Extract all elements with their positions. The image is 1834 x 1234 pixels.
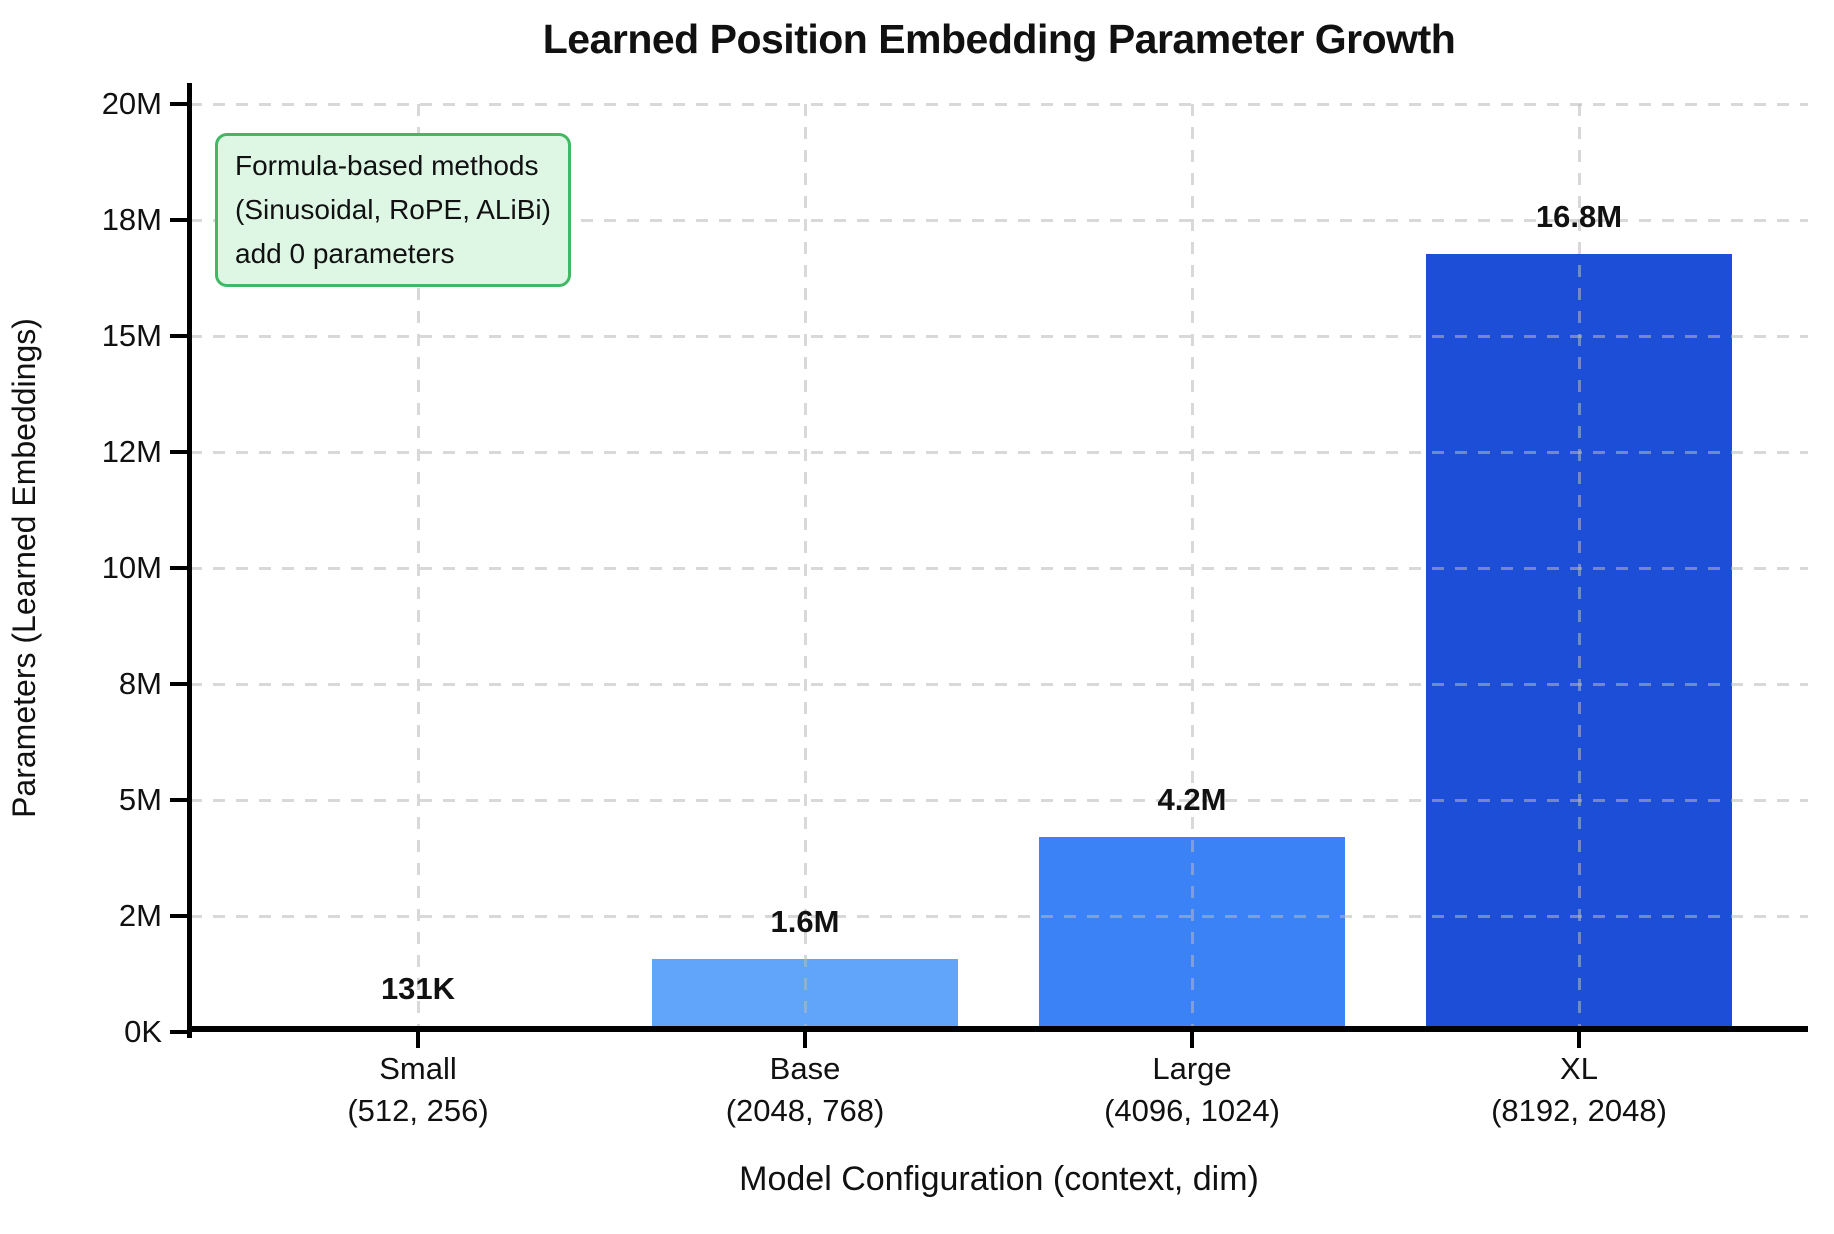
- x-tick-config: (8192, 2048): [1491, 1093, 1667, 1128]
- gridline-horizontal: [190, 335, 1808, 338]
- y-tick-label: 2M: [118, 898, 162, 933]
- y-tick-label: 8M: [118, 666, 162, 701]
- x-tick-mark: [416, 1032, 420, 1048]
- y-tick-mark: [170, 566, 187, 570]
- chart-title: Learned Position Embedding Parameter Gro…: [542, 16, 1456, 62]
- annotation-line-2: (Sinusoidal, RoPE, ALiBi): [235, 194, 551, 225]
- x-tick-label: Small (512, 256): [228, 1048, 608, 1132]
- x-tick-mark: [803, 1032, 807, 1048]
- y-tick-mark: [170, 682, 187, 686]
- y-axis-spine: [187, 83, 192, 1038]
- y-tick-mark: [170, 450, 187, 454]
- gridline-vertical: [1578, 104, 1581, 1032]
- x-tick-name: Large: [1152, 1051, 1232, 1086]
- plot-area: 0K 2M 5M 8M 10M 12M 15M 18M 20M Small (512, 256) Ba…: [102, 83, 1808, 1128]
- x-tick-label: Large (4096, 1024): [1002, 1048, 1382, 1132]
- y-tick-mark: [170, 914, 187, 918]
- x-tick-config: (2048, 768): [725, 1093, 885, 1128]
- y-tick-label: 20M: [101, 86, 162, 121]
- gridline-horizontal: [190, 451, 1808, 454]
- x-tick-config: (512, 256): [347, 1093, 489, 1128]
- x-tick-label: XL (8192, 2048): [1389, 1048, 1769, 1132]
- x-tick-name: XL: [1560, 1051, 1598, 1086]
- x-tick-config: (4096, 1024): [1104, 1093, 1280, 1128]
- y-tick-label: 15M: [101, 318, 162, 353]
- bar-value-label: 131K: [380, 970, 456, 1006]
- x-tick-mark: [1577, 1032, 1581, 1048]
- bar-value-label: 1.6M: [770, 904, 840, 940]
- y-tick-mark: [170, 1030, 187, 1034]
- annotation-line-3: add 0 parameters: [235, 238, 455, 269]
- y-tick-label: 12M: [101, 434, 162, 469]
- gridline-horizontal: [190, 799, 1808, 802]
- annotation-box: Formula-based methods (Sinusoidal, RoPE,…: [215, 133, 571, 287]
- gridline-horizontal: [190, 567, 1808, 570]
- y-tick-label: 0K: [124, 1014, 162, 1049]
- x-tick-label: Base (2048, 768): [615, 1048, 995, 1132]
- x-tick-name: Base: [769, 1051, 841, 1086]
- gridline-vertical: [1191, 104, 1194, 1032]
- bar-value-label: 16.8M: [1535, 198, 1623, 234]
- x-axis-spine: [187, 1026, 1808, 1032]
- gridline-vertical: [417, 104, 420, 1032]
- y-tick-mark: [170, 102, 187, 106]
- x-tick-name: Small: [379, 1051, 457, 1086]
- x-axis-label: Model Configuration (context, dim): [739, 1160, 1259, 1198]
- gridline-horizontal: [190, 219, 1808, 222]
- y-tick-mark: [170, 798, 187, 802]
- gridline-horizontal: [190, 103, 1808, 106]
- x-tick-mark: [1190, 1032, 1194, 1048]
- y-tick-label: 10M: [101, 550, 162, 585]
- gridline-horizontal: [190, 683, 1808, 686]
- y-tick-label: 18M: [101, 202, 162, 237]
- gridline-vertical: [804, 104, 807, 1032]
- y-tick-mark: [170, 334, 187, 338]
- annotation-line-1: Formula-based methods: [235, 150, 539, 181]
- y-tick-label: 5M: [118, 782, 162, 817]
- bar-value-label: 4.2M: [1157, 782, 1227, 818]
- gridline-horizontal: [190, 915, 1808, 918]
- y-tick-mark: [170, 218, 187, 222]
